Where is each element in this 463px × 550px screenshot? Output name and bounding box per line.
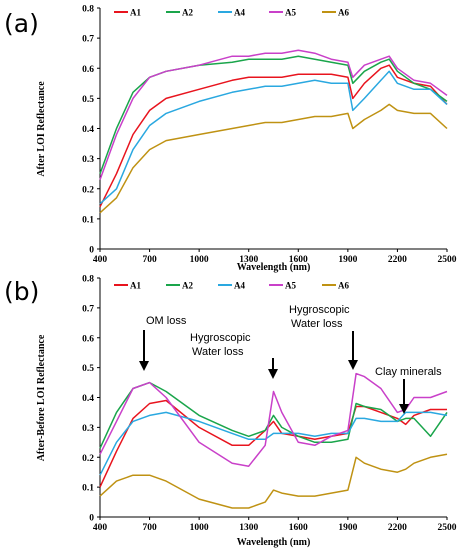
legend-label-a5: A5 xyxy=(285,281,296,291)
series-line-a6 xyxy=(99,103,448,214)
x-tick-label: 2500 xyxy=(438,255,457,265)
annotation-hygro1-line2: Water loss xyxy=(192,346,244,358)
x-tick-label: 2200 xyxy=(388,255,407,265)
legend-label-a1: A1 xyxy=(130,8,141,18)
y-tick-label: 0.2 xyxy=(82,454,94,464)
y-tick-label: 0.8 xyxy=(82,5,94,15)
legend-label-a4: A4 xyxy=(234,8,245,18)
legend-label-a2: A2 xyxy=(182,281,193,291)
y-tick-label: 0.1 xyxy=(82,484,94,494)
x-tick-label: 2200 xyxy=(388,523,407,533)
y-tick-label: 0.7 xyxy=(82,304,94,314)
y-tick-label: 0.6 xyxy=(82,334,94,344)
axes-a: 400 700 1000 1300 1600 1900 2200 2500 0 0.1 0.2 0.3… xyxy=(36,5,457,274)
arrowhead-clay xyxy=(399,404,409,414)
y-tick-label: 0.2 xyxy=(82,185,94,195)
series-lines-a xyxy=(99,49,448,214)
annotation-hygro2-line1: Hygroscopic xyxy=(289,304,350,316)
annotation-om-loss: OM loss xyxy=(146,315,187,327)
arrowhead-om-loss xyxy=(139,361,149,371)
x-tick-label: 1300 xyxy=(239,255,258,265)
series-line-a2 xyxy=(99,381,448,449)
arrowhead-hygro1 xyxy=(268,369,278,379)
x-tick-label: 700 xyxy=(142,523,157,533)
y-tick-label: 0 xyxy=(89,246,94,256)
y-tick-label: 0.1 xyxy=(82,215,94,225)
x-axis-title: Wavelength (nm) xyxy=(237,262,311,273)
axes-b: 400 700 1000 1300 1600 1900 2200 2500 0 0.1 0.2 0.3… xyxy=(36,275,457,549)
legend-label-a2: A2 xyxy=(182,8,193,18)
y-tick-label: 0.4 xyxy=(82,125,94,135)
x-axis-title: Wavelength (nm) xyxy=(237,537,311,548)
y-tick-label: 0.3 xyxy=(82,155,94,165)
x-tick-label: 2500 xyxy=(438,523,457,533)
series-line-a5 xyxy=(99,372,448,467)
x-tick-label: 700 xyxy=(142,255,157,265)
y-axis-title: After-Before LOI Reflectance xyxy=(36,334,47,461)
x-tick-label: 400 xyxy=(93,255,108,265)
series-line-a5 xyxy=(99,49,448,180)
legend-label-a4: A4 xyxy=(234,281,245,291)
legend-label-a6: A6 xyxy=(338,8,349,18)
annotations: OM loss Hygroscopic Water loss Hygroscop… xyxy=(139,304,442,414)
x-tick-label: 400 xyxy=(93,523,108,533)
chart-a: 400 700 1000 1300 1600 1900 2200 2500 0 0.1 0.2 0.3… xyxy=(36,5,457,274)
series-line-a1 xyxy=(99,64,448,208)
y-tick-label: 0.3 xyxy=(82,424,94,434)
x-tick-label: 1600 xyxy=(289,255,308,265)
series-line-a6 xyxy=(99,453,448,509)
x-tick-label: 1300 xyxy=(239,523,258,533)
legend-label-a6: A6 xyxy=(338,281,349,291)
legend-a: A1 A2 A4 A5 A6 xyxy=(114,8,349,18)
y-tick-label: 0.7 xyxy=(82,35,94,45)
x-tick-label: 1600 xyxy=(289,523,308,533)
annotation-clay-minerals: Clay minerals xyxy=(375,366,442,378)
y-tick-label: 0.5 xyxy=(82,364,94,374)
x-tick-label: 1000 xyxy=(190,255,209,265)
legend-label-a5: A5 xyxy=(285,8,296,18)
arrowhead-hygro2 xyxy=(348,360,358,370)
legend-b: A1 A2 A4 A5 A6 xyxy=(114,281,349,291)
panel-label-b: (b) xyxy=(4,277,39,306)
x-tick-label: 1900 xyxy=(338,255,357,265)
annotation-hygro2-line2: Water loss xyxy=(291,318,343,330)
y-axis-title: After LOI Reflectance xyxy=(36,81,47,177)
panel-label-a: (a) xyxy=(4,9,39,38)
series-lines-b xyxy=(99,372,448,509)
series-line-a1 xyxy=(99,399,447,488)
y-tick-label: 0 xyxy=(89,514,94,524)
x-tick-label: 1900 xyxy=(338,523,357,533)
legend-label-a1: A1 xyxy=(130,281,141,291)
series-line-a4 xyxy=(99,411,448,476)
y-tick-label: 0.4 xyxy=(82,394,94,404)
chart-b: 400 700 1000 1300 1600 1900 2200 2500 0 0.1 0.2 0.3… xyxy=(36,275,457,549)
y-tick-label: 0.5 xyxy=(82,95,94,105)
y-tick-label: 0.6 xyxy=(82,65,94,75)
y-tick-label: 0.8 xyxy=(82,275,94,285)
x-tick-label: 1000 xyxy=(190,523,209,533)
series-line-a4 xyxy=(99,70,448,205)
annotation-hygro1-line1: Hygroscopic xyxy=(190,332,251,344)
